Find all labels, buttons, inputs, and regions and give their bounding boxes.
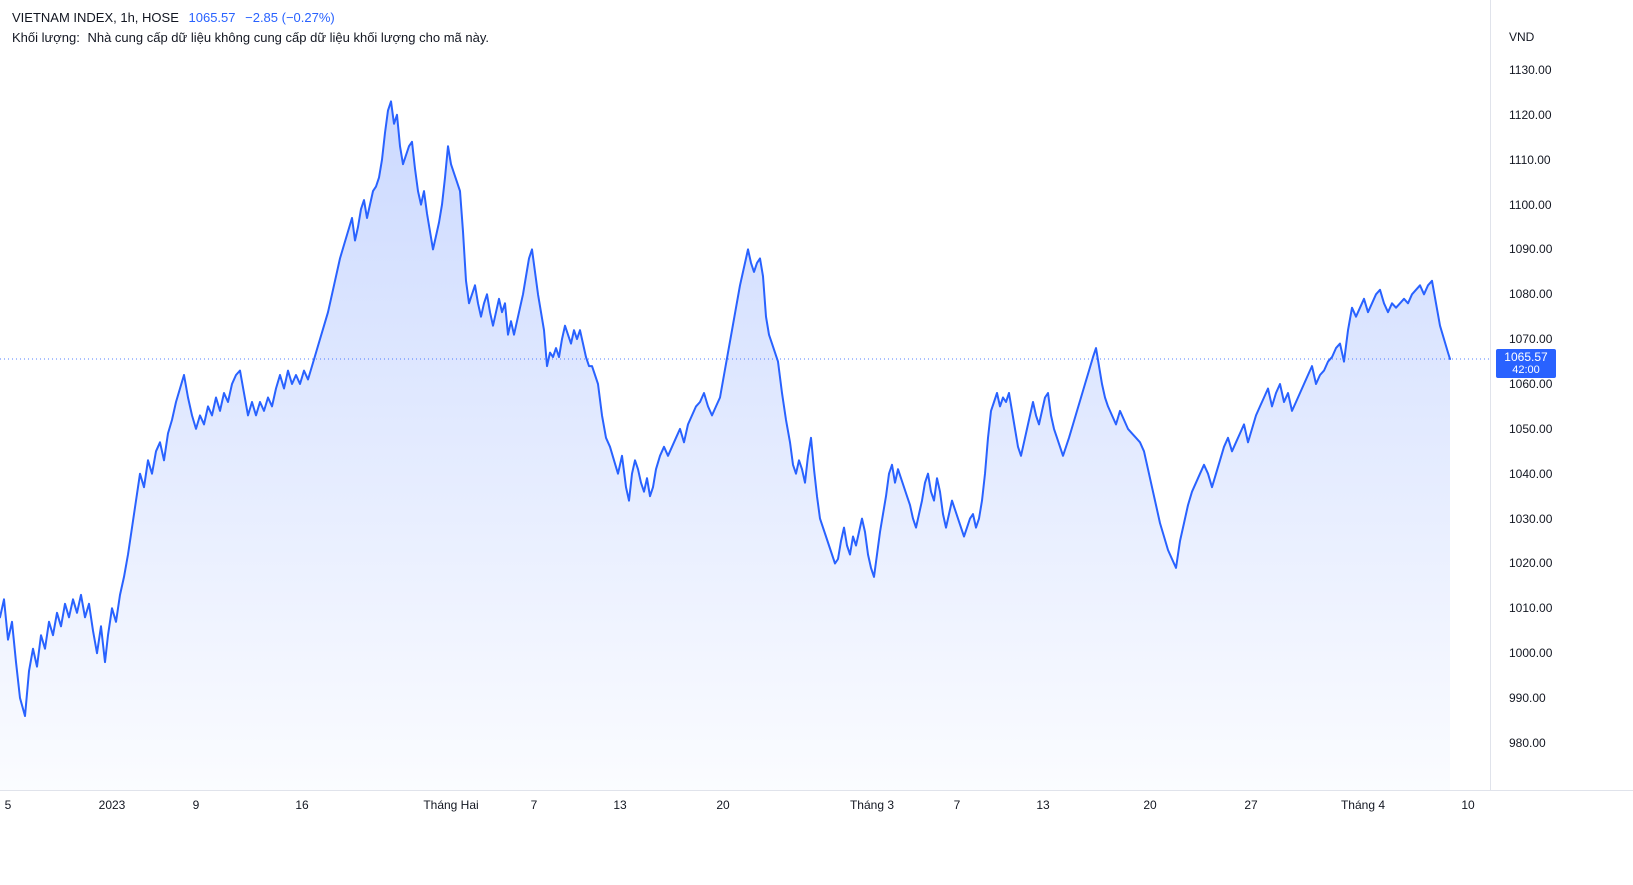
legend-price-change: −2.85 (−0.27%)	[245, 10, 335, 25]
price-tick-label: 1110.00	[1509, 153, 1551, 167]
time-tick-label: 27	[1244, 798, 1258, 812]
price-tick-label: 1080.00	[1509, 287, 1553, 301]
time-tick-label: Tháng 3	[849, 798, 895, 812]
area-chart[interactable]	[0, 0, 1490, 790]
price-tick-label: 1130.00	[1509, 63, 1552, 77]
price-tick-label: 1060.00	[1509, 377, 1553, 391]
currency-label: VND	[1509, 30, 1535, 44]
time-tick-label: Tháng Hai	[423, 798, 479, 812]
legend-symbol-row: VIETNAM INDEX, 1h, HOSE 1065.57 −2.85 (−…	[12, 8, 489, 28]
last-price-badge: 1065.57 42:00	[1496, 349, 1556, 378]
price-tick-label: 1070.00	[1509, 332, 1553, 346]
price-tick-label: 1050.00	[1509, 422, 1553, 436]
price-tick-label: 980.00	[1509, 736, 1546, 750]
volume-error-note: Nhà cung cấp dữ liệu không cung cấp dữ l…	[87, 30, 489, 45]
symbol-title[interactable]: VIETNAM INDEX, 1h, HOSE	[12, 10, 179, 25]
badge-price: 1065.57	[1504, 350, 1548, 364]
legend: VIETNAM INDEX, 1h, HOSE 1065.57 −2.85 (−…	[12, 8, 489, 48]
volume-study-label[interactable]: Khối lượng:	[12, 30, 80, 45]
price-tick-label: 1020.00	[1509, 556, 1553, 570]
badge-countdown: 42:00	[1512, 364, 1540, 376]
price-tick-label: 1120.00	[1509, 108, 1552, 122]
time-tick-label: Tháng 4	[1340, 798, 1386, 812]
time-tick-label: 16	[295, 798, 309, 812]
time-tick-label: 5	[4, 798, 12, 812]
price-tick-label: 1010.00	[1509, 601, 1553, 615]
time-tick-label: 13	[1036, 798, 1050, 812]
area-fill	[0, 101, 1450, 790]
time-tick-label: 13	[613, 798, 627, 812]
time-tick-label: 20	[1143, 798, 1157, 812]
legend-last-price: 1065.57	[188, 10, 236, 25]
time-tick-label: 2023	[98, 798, 126, 812]
price-tick-label: 1100.00	[1509, 198, 1552, 212]
time-tick-label: 20	[716, 798, 730, 812]
time-tick-label: 7	[530, 798, 538, 812]
legend-volume-row: Khối lượng: Nhà cung cấp dữ liệu không c…	[12, 28, 489, 48]
price-line-series[interactable]	[0, 100, 1451, 717]
price-pane[interactable]: VIETNAM INDEX, 1h, HOSE 1065.57 −2.85 (−…	[0, 0, 1490, 790]
price-axis[interactable]: VND 1130.00 1120.00 1110.00 1100.00 1090.00 1…	[1490, 0, 1633, 790]
time-tick-label: 10	[1461, 798, 1475, 812]
time-tick-label: 9	[192, 798, 200, 812]
price-tick-label: 1040.00	[1509, 467, 1553, 481]
time-tick-label: 7	[953, 798, 961, 812]
price-tick-label: 1030.00	[1509, 512, 1553, 526]
price-tick-label: 1000.00	[1509, 646, 1553, 660]
price-tick-label: 1090.00	[1509, 242, 1553, 256]
time-axis[interactable]: 5 2023 9 16 Tháng Hai 7 13 20 Tháng 3 7 13 20 27 Thán…	[0, 790, 1633, 885]
price-tick-label: 990.00	[1509, 691, 1546, 705]
